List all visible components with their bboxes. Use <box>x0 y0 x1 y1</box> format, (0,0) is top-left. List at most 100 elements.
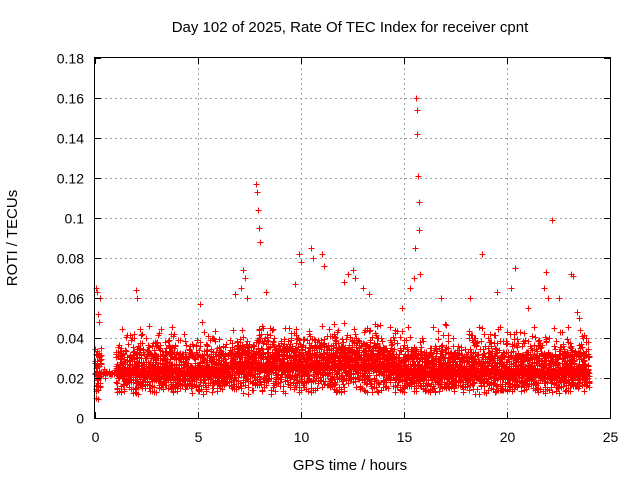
data-point <box>133 287 140 294</box>
data-point <box>201 377 208 384</box>
data-point <box>321 336 328 343</box>
data-point <box>298 387 305 394</box>
data-point <box>546 335 553 342</box>
data-point <box>169 324 176 331</box>
data-point <box>240 390 247 397</box>
data-point <box>436 388 443 395</box>
data-point <box>340 381 347 388</box>
data-point <box>491 340 498 347</box>
data-point <box>476 324 483 331</box>
data-point <box>435 328 442 335</box>
data-point <box>405 324 412 331</box>
data-point <box>450 335 457 342</box>
data-point <box>165 338 172 345</box>
data-point <box>272 388 279 395</box>
data-point <box>238 285 245 292</box>
data-point <box>325 371 332 378</box>
data-point <box>440 332 447 339</box>
data-point <box>521 330 528 337</box>
data-point <box>199 362 206 369</box>
data-point <box>268 375 275 382</box>
data-point <box>317 377 324 384</box>
data-point <box>174 388 181 395</box>
data-point <box>394 340 401 347</box>
data-point <box>287 379 294 386</box>
data-point <box>491 332 498 339</box>
data-point <box>263 382 270 389</box>
data-point <box>430 324 437 331</box>
data-point <box>182 338 189 345</box>
data-point <box>278 376 285 383</box>
data-point <box>311 336 318 343</box>
data-point <box>313 344 320 351</box>
data-point <box>245 391 252 398</box>
data-point <box>374 388 381 395</box>
data-point <box>230 327 237 334</box>
data-point <box>165 385 172 392</box>
data-point <box>143 335 150 342</box>
data-point <box>95 311 102 318</box>
data-point <box>245 384 252 391</box>
data-point <box>219 386 226 393</box>
data-point <box>305 388 312 395</box>
data-point <box>331 382 338 389</box>
data-point <box>183 342 190 349</box>
data-point <box>159 361 166 368</box>
data-point <box>551 325 558 332</box>
data-point <box>256 225 263 232</box>
data-point <box>270 326 277 333</box>
data-point <box>235 384 242 391</box>
data-point <box>331 321 338 328</box>
data-point <box>255 207 262 214</box>
data-point <box>407 334 414 341</box>
data-point <box>532 334 539 341</box>
data-point <box>565 324 572 331</box>
data-point <box>132 385 139 392</box>
data-point <box>387 324 394 331</box>
data-point <box>153 389 160 396</box>
data-point <box>435 336 442 343</box>
data-point <box>134 295 141 302</box>
data-point <box>212 328 219 335</box>
data-point <box>301 336 308 343</box>
data-point <box>314 385 321 392</box>
data-point <box>232 291 239 298</box>
data-point <box>251 343 258 350</box>
data-point <box>244 295 251 302</box>
data-point <box>214 388 221 395</box>
data-point <box>146 323 153 330</box>
data-points <box>92 95 593 403</box>
data-point <box>153 359 160 366</box>
data-point <box>250 387 257 394</box>
chart-title: Day 102 of 2025, Rate Of TEC Index for r… <box>172 19 529 36</box>
data-point <box>451 388 458 395</box>
data-point <box>531 324 538 331</box>
data-point <box>352 331 359 338</box>
data-point <box>237 380 244 387</box>
data-point <box>121 388 128 395</box>
data-point <box>577 327 584 334</box>
data-point <box>338 389 345 396</box>
data-point <box>326 326 333 333</box>
data-point <box>293 340 300 347</box>
data-point <box>397 334 404 341</box>
data-point <box>239 327 246 334</box>
data-point <box>306 375 313 382</box>
data-point <box>340 339 347 346</box>
data-point <box>282 325 289 332</box>
data-point <box>420 338 427 345</box>
data-point <box>258 345 265 352</box>
data-point <box>98 345 105 352</box>
data-point <box>95 396 102 403</box>
data-point <box>98 361 105 368</box>
data-point <box>181 331 188 338</box>
data-point <box>238 385 245 392</box>
data-point <box>341 388 348 395</box>
data-point <box>377 322 384 329</box>
data-point <box>481 331 488 338</box>
data-point <box>240 267 247 274</box>
data-point <box>351 326 358 333</box>
data-point <box>271 335 278 342</box>
data-point <box>341 320 348 327</box>
